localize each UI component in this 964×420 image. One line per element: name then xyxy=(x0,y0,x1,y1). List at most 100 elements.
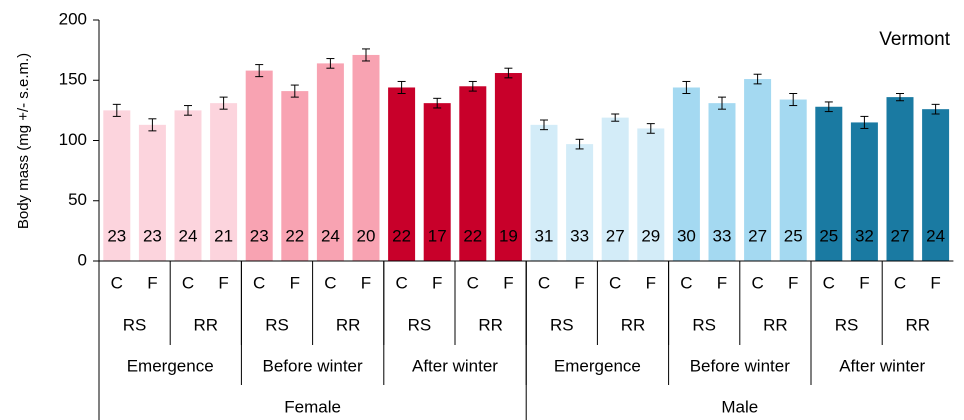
sample-size: 31 xyxy=(535,226,554,245)
bar xyxy=(815,106,843,261)
group-label: RS xyxy=(408,315,432,334)
bar xyxy=(672,87,700,261)
sample-size: 22 xyxy=(463,226,482,245)
sample-size: 22 xyxy=(392,226,411,245)
bar xyxy=(530,124,558,262)
group-label: RS xyxy=(123,315,147,334)
group-label: RR xyxy=(194,315,219,334)
sample-size: 33 xyxy=(570,226,589,245)
sample-size: 17 xyxy=(428,226,447,245)
group-label: Before winter xyxy=(690,356,790,375)
x-tick-label: F xyxy=(290,273,300,292)
sample-size: 23 xyxy=(143,226,162,245)
x-tick-label: C xyxy=(609,273,621,292)
y-tick-label: 100 xyxy=(59,130,87,149)
group-label: RS xyxy=(692,315,716,334)
sample-size: 27 xyxy=(748,226,767,245)
sample-size: 27 xyxy=(891,226,910,245)
y-axis-label: Body mass (mg +/- s.e.m.) xyxy=(15,53,32,229)
sample-size: 33 xyxy=(713,226,732,245)
annotation: Vermont xyxy=(879,29,950,50)
bar xyxy=(103,110,131,261)
group-label: RR xyxy=(763,315,788,334)
y-tick-label: 50 xyxy=(68,190,87,209)
bar xyxy=(886,97,914,262)
y-tick-label: 150 xyxy=(59,70,87,89)
group-label: Before winter xyxy=(263,356,363,375)
bar xyxy=(922,109,950,261)
x-tick-label: C xyxy=(253,273,265,292)
sample-size: 24 xyxy=(321,226,340,245)
sample-size: 19 xyxy=(499,226,518,245)
group-label: RR xyxy=(906,315,931,334)
bar xyxy=(637,128,665,261)
sample-size: 23 xyxy=(250,226,269,245)
x-tick-label: F xyxy=(646,273,656,292)
x-tick-label: F xyxy=(717,273,727,292)
sample-size: 24 xyxy=(926,226,945,245)
bar xyxy=(388,87,416,261)
x-tick-label: C xyxy=(182,273,194,292)
sample-size: 22 xyxy=(285,226,304,245)
bar xyxy=(779,99,807,261)
x-tick-label: F xyxy=(788,273,798,292)
group-label: Female xyxy=(284,397,341,416)
sample-size: 25 xyxy=(819,226,838,245)
x-tick-label: C xyxy=(111,273,123,292)
sample-size: 30 xyxy=(677,226,696,245)
group-label: RR xyxy=(336,315,361,334)
bar xyxy=(494,73,522,262)
y-tick-label: 200 xyxy=(59,9,87,28)
group-label: Emergence xyxy=(554,356,641,375)
sample-size: 24 xyxy=(179,226,198,245)
x-tick-label: F xyxy=(859,273,869,292)
sample-size: 25 xyxy=(784,226,803,245)
bar xyxy=(459,86,487,262)
group-label: RS xyxy=(835,315,859,334)
bar xyxy=(316,63,344,261)
x-tick-label: C xyxy=(823,273,835,292)
bar xyxy=(352,54,380,261)
bar xyxy=(850,122,878,261)
group-label: Male xyxy=(721,397,758,416)
x-tick-label: C xyxy=(680,273,692,292)
sample-size: 23 xyxy=(107,226,126,245)
y-tick-label: 0 xyxy=(78,250,87,269)
group-label: RR xyxy=(621,315,646,334)
x-tick-label: F xyxy=(432,273,442,292)
x-tick-label: F xyxy=(218,273,228,292)
x-tick-label: F xyxy=(503,273,513,292)
bar xyxy=(281,91,309,261)
x-tick-label: C xyxy=(894,273,906,292)
bar xyxy=(708,103,736,262)
bar xyxy=(566,144,594,261)
bar xyxy=(138,124,166,262)
group-label: RS xyxy=(550,315,574,334)
sample-size: 20 xyxy=(357,226,376,245)
x-tick-label: C xyxy=(324,273,336,292)
bar xyxy=(174,110,202,261)
bar xyxy=(245,70,273,261)
x-tick-label: F xyxy=(930,273,940,292)
x-tick-label: F xyxy=(361,273,371,292)
group-label: RR xyxy=(478,315,503,334)
sample-size: 21 xyxy=(214,226,233,245)
group-label: After winter xyxy=(412,356,498,375)
x-tick-label: F xyxy=(147,273,157,292)
sample-size: 27 xyxy=(606,226,625,245)
bar xyxy=(210,103,238,262)
group-label: RS xyxy=(265,315,289,334)
x-tick-label: C xyxy=(395,273,407,292)
x-tick-label: C xyxy=(751,273,763,292)
x-tick-label: C xyxy=(467,273,479,292)
bar xyxy=(601,117,629,261)
group-label: Emergence xyxy=(127,356,214,375)
sample-size: 29 xyxy=(641,226,660,245)
sample-size: 32 xyxy=(855,226,874,245)
x-tick-label: C xyxy=(538,273,550,292)
bar xyxy=(744,79,772,261)
group-label: After winter xyxy=(839,356,925,375)
bar xyxy=(423,103,451,262)
x-tick-label: F xyxy=(574,273,584,292)
